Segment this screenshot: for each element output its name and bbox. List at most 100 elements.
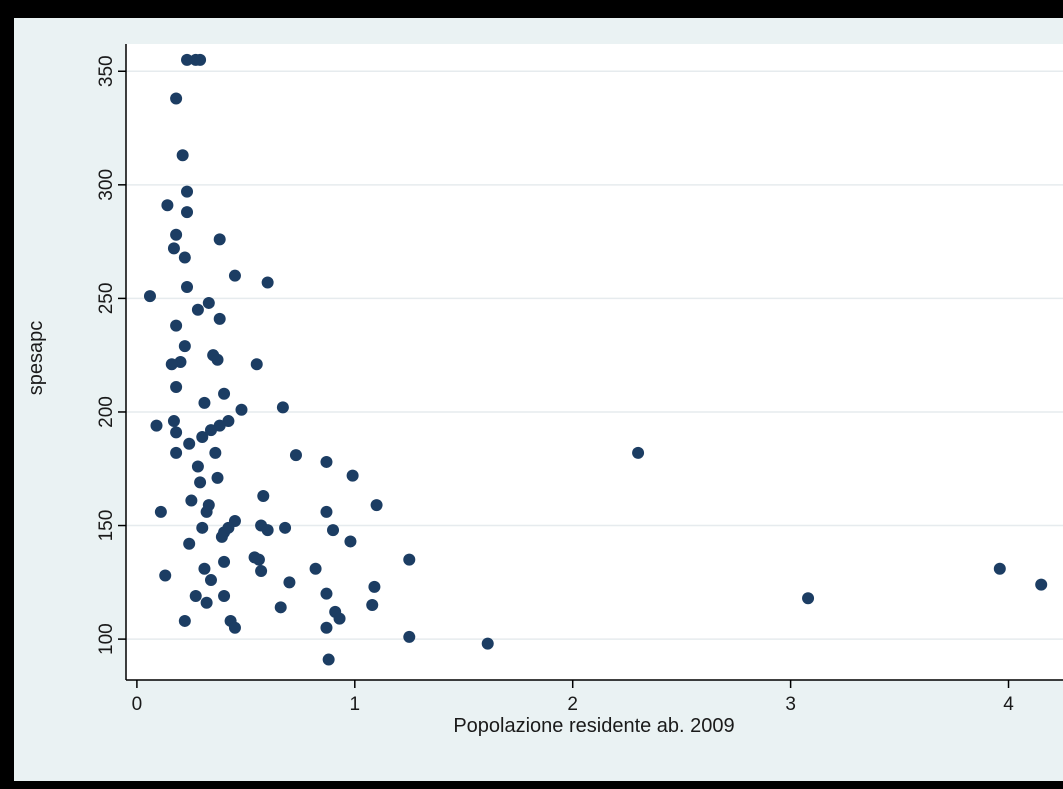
x-tick-label: 2 — [567, 694, 578, 715]
scatter-point — [403, 630, 416, 643]
y-tick-label: 200 — [96, 396, 117, 428]
scatter-point — [320, 505, 333, 518]
scatter-point — [320, 621, 333, 634]
scatter-point — [181, 185, 194, 198]
scatter-point — [165, 358, 178, 371]
scatter-point — [250, 358, 263, 371]
scatter-chart: 100 150 200 250 300 350 0 1 2 3 4 Popolazione resi… — [25, 44, 1063, 737]
scatter-point — [176, 149, 189, 162]
scatter-point — [191, 303, 204, 316]
x-tick-label: 3 — [785, 694, 796, 715]
scatter-point — [178, 340, 191, 353]
scatter-point — [170, 92, 183, 105]
scatter-point — [802, 592, 815, 605]
scatter-point — [150, 419, 163, 432]
y-axis-title: spesapc — [25, 321, 47, 396]
scatter-point — [993, 562, 1006, 575]
scatter-point — [289, 449, 302, 462]
scatter-point — [191, 460, 204, 473]
scatter-point — [200, 505, 213, 518]
scatter-point — [218, 387, 231, 400]
scatter-point — [368, 580, 381, 593]
scatter-point — [255, 564, 268, 577]
scatter-point — [196, 521, 209, 534]
scatter-point — [198, 562, 211, 575]
x-tick-label: 1 — [350, 694, 361, 715]
scatter-point — [170, 228, 183, 241]
scatter-point — [211, 471, 224, 484]
scatter-point — [346, 469, 359, 482]
scatter-point — [198, 396, 211, 409]
scatter-point — [204, 424, 217, 437]
scatter-point — [189, 589, 202, 602]
scatter-point — [257, 490, 270, 503]
scatter-point — [204, 574, 217, 587]
scatter-point — [170, 380, 183, 393]
data-points — [143, 53, 1048, 666]
scatter-point — [632, 446, 645, 459]
scatter-point — [218, 555, 231, 568]
y-tick-label: 250 — [96, 283, 117, 315]
scatter-point — [209, 446, 222, 459]
scatter-point — [228, 269, 241, 282]
y-tick-label: 300 — [96, 169, 117, 201]
scatter-point — [170, 446, 183, 459]
scatter-point — [322, 653, 335, 666]
scatter-point — [481, 637, 494, 650]
scatter-point — [202, 296, 215, 309]
scatter-point — [320, 455, 333, 468]
scatter-point — [181, 281, 194, 294]
scatter-point — [283, 576, 296, 589]
scatter-point — [320, 587, 333, 600]
scatter-point — [181, 53, 194, 66]
scatter-point — [222, 521, 235, 534]
scatter-point — [215, 530, 228, 543]
scatter-point — [366, 599, 379, 612]
scatter-point — [403, 553, 416, 566]
scatter-point — [154, 505, 167, 518]
scatter-point — [213, 312, 226, 325]
scatter-point — [181, 206, 194, 219]
y-tick-label: 150 — [96, 510, 117, 542]
scatter-point — [279, 521, 292, 534]
scatter-point — [344, 535, 357, 548]
y-tick-label: 350 — [96, 55, 117, 87]
scatter-point — [218, 589, 231, 602]
scatter-point — [211, 353, 224, 366]
scatter-point — [327, 524, 340, 537]
scatter-point — [183, 537, 196, 550]
scatter-point — [194, 53, 207, 66]
scatter-point — [1035, 578, 1048, 591]
chart-panel: 100 150 200 250 300 350 0 1 2 3 4 Popolazione resi… — [14, 18, 1063, 781]
scatter-point — [167, 415, 180, 428]
ticks: 100 150 200 250 300 350 0 1 2 3 4 — [96, 55, 1014, 715]
x-tick-label: 4 — [1003, 694, 1014, 715]
scatter-point — [333, 612, 346, 625]
scatter-point — [185, 494, 198, 507]
scatter-point — [159, 569, 172, 582]
x-tick-label: 0 — [132, 694, 143, 715]
x-axis-title: Popolazione residente ab. 2009 — [453, 715, 734, 737]
scatter-point — [370, 499, 383, 512]
scatter-point — [261, 276, 274, 289]
scatter-point — [213, 233, 226, 246]
scatter-point — [178, 614, 191, 627]
scatter-point — [170, 319, 183, 332]
scatter-point — [170, 426, 183, 439]
scatter-point — [248, 551, 261, 564]
scatter-point — [161, 199, 174, 212]
scatter-point — [228, 621, 241, 634]
scatter-point — [196, 430, 209, 443]
scatter-point — [261, 524, 274, 537]
scatter-point — [200, 596, 213, 609]
scatter-point — [274, 601, 287, 614]
scatter-point — [143, 290, 156, 303]
scatter-point — [194, 476, 207, 489]
scatter-point — [167, 242, 180, 255]
scatter-point — [276, 401, 289, 414]
y-tick-label: 100 — [96, 623, 117, 655]
axes — [125, 44, 1063, 681]
scatter-point — [178, 251, 191, 264]
plot-area — [126, 44, 1063, 680]
